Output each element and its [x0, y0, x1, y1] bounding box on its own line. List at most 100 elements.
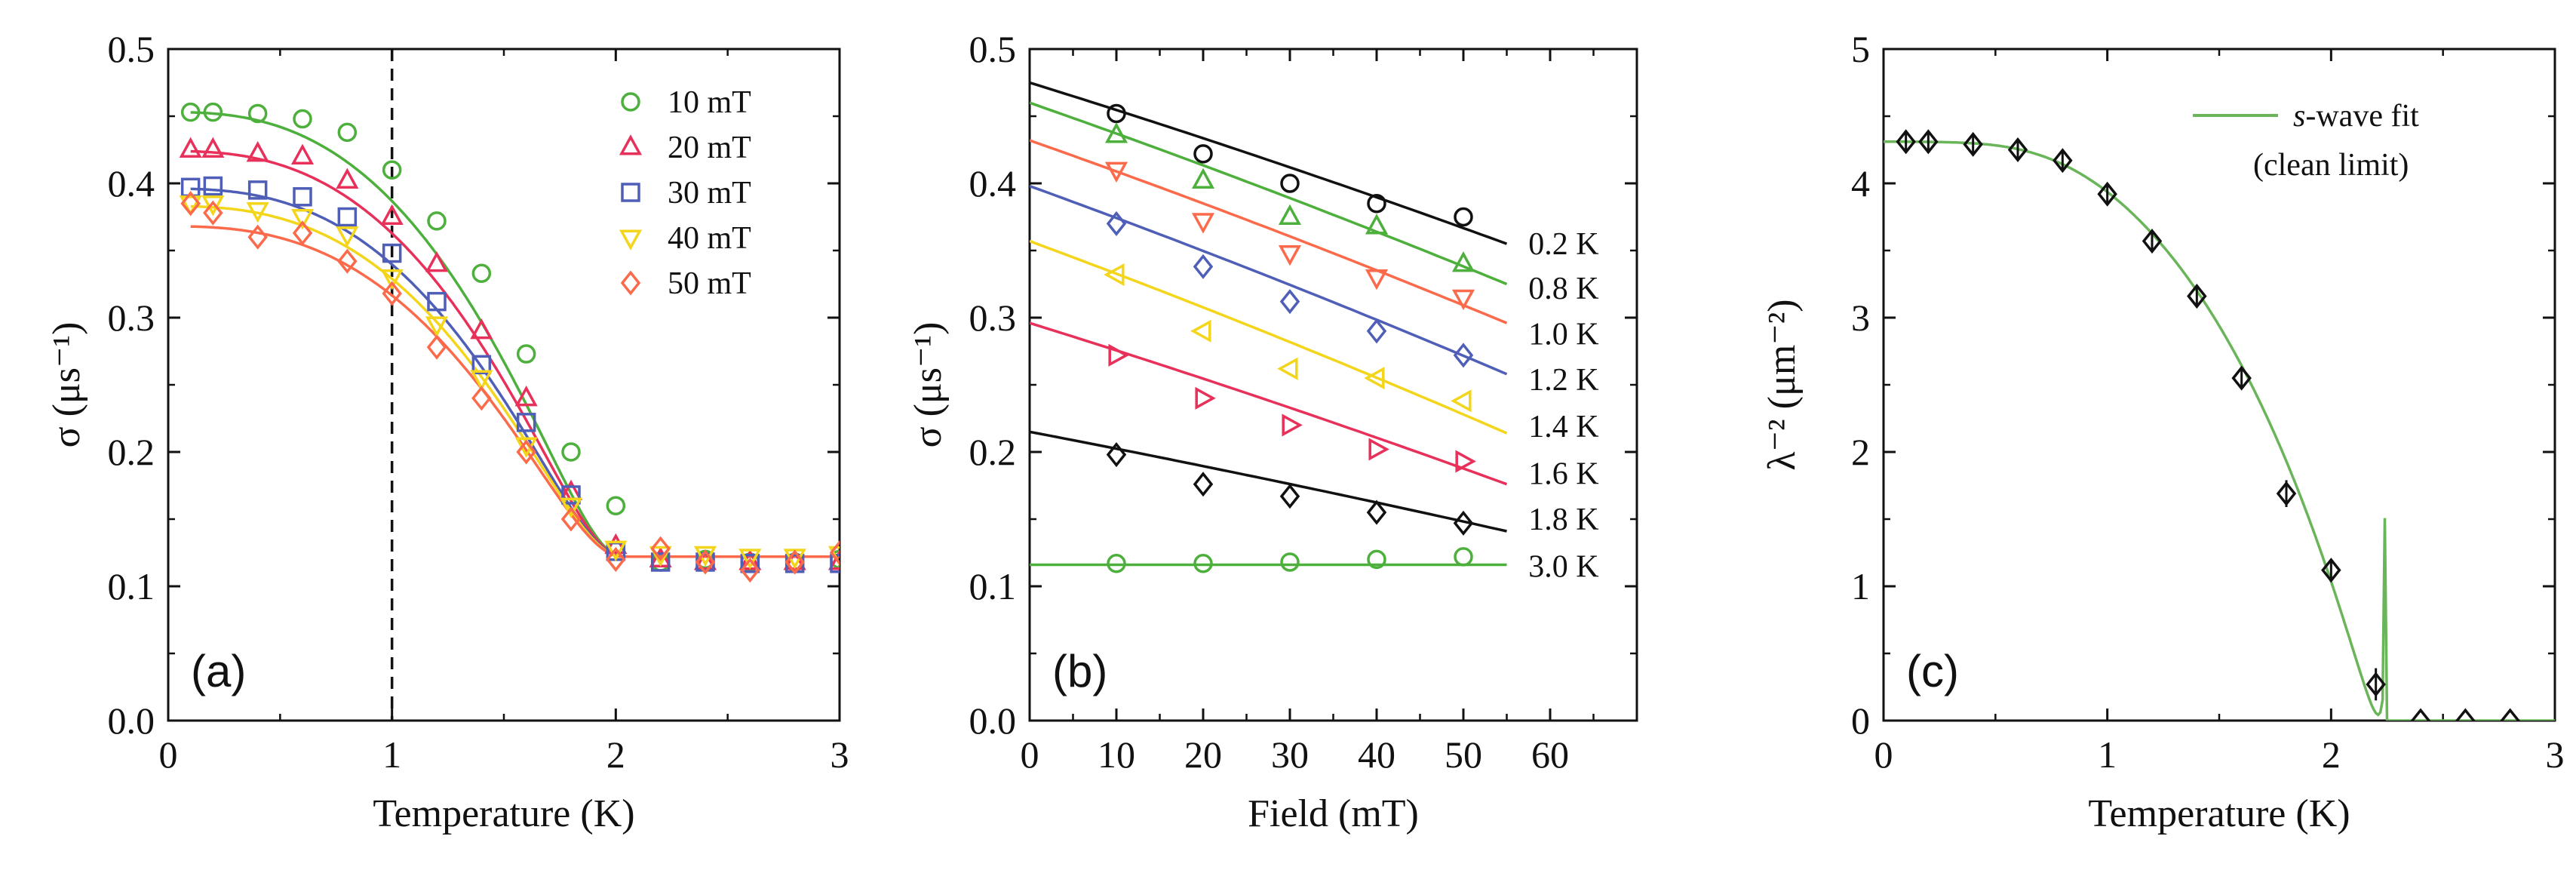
swave-fit-curve: [1884, 140, 2555, 721]
legend-label: 10 mT: [668, 85, 751, 120]
data-point: [427, 291, 447, 312]
y-tick-label: 0.2: [969, 431, 1017, 473]
data-point: [2500, 708, 2520, 721]
plot-frame: [1882, 48, 2556, 722]
data-point: [740, 553, 760, 573]
data-point: [292, 220, 313, 246]
data-point: [650, 536, 671, 561]
x-tick-label: 20: [1184, 733, 1222, 776]
data-point: [179, 195, 202, 217]
data-point: [1193, 254, 1214, 279]
x-tick-label: 50: [1445, 733, 1482, 776]
legend: s-wave fit (clean limit): [2193, 99, 2419, 183]
data-point: [2142, 228, 2163, 254]
x-axis-title: Temperature (K): [2088, 792, 2350, 835]
series-label: 1.8 K: [1528, 503, 1598, 537]
panel-label: (b): [1052, 646, 1107, 696]
series-label: 0.8 K: [1528, 272, 1598, 306]
panel-c: 0 1 2 3 0 1 2 3 4 5 Temperature (K) λ⁻² (μm⁻²) (c) s-…: [1761, 28, 2565, 835]
fit-line: [1030, 81, 1508, 245]
fit-line: [1030, 239, 1508, 435]
x-tick-label: 0: [1874, 733, 1893, 776]
data-point: [784, 549, 805, 575]
legend-label: 40 mT: [668, 221, 751, 256]
data-point: [1366, 318, 1387, 344]
data-point: [738, 549, 762, 570]
data-point: [559, 497, 583, 519]
data-point: [247, 103, 268, 124]
data-point: [2007, 137, 2028, 163]
data-point: [1108, 343, 1129, 367]
data-point: [829, 539, 840, 566]
data-point: [1455, 450, 1476, 473]
data-point: [2231, 365, 2252, 391]
data-point: [2455, 708, 2476, 721]
data-point: [2187, 283, 2207, 309]
x-tick-label: 1: [2098, 733, 2117, 776]
legend-label: 30 mT: [668, 176, 751, 211]
data-point: [649, 546, 672, 567]
data-point: [2097, 181, 2117, 207]
series-label: 1.6 K: [1528, 456, 1598, 491]
y-tick-label: 2: [1851, 431, 1870, 473]
fit-line: [1030, 430, 1507, 533]
data-point: [470, 370, 493, 391]
data-point: [337, 207, 358, 227]
data-point: [827, 549, 840, 570]
data-point: [471, 386, 492, 411]
data-point: [1454, 547, 1473, 567]
panel-label: (c): [1906, 646, 1959, 696]
data-point: [427, 211, 447, 231]
data-point: [1278, 245, 1302, 266]
series-label: 1.4 K: [1528, 410, 1598, 444]
data-point: [1191, 213, 1215, 234]
y-tick-label: 1: [1851, 565, 1870, 607]
data-point: [1277, 357, 1298, 380]
data-point: [1367, 549, 1386, 570]
data-point: [604, 540, 628, 561]
data-point: [695, 549, 716, 575]
data-point: [1963, 131, 1983, 157]
data-point: [514, 385, 538, 407]
series-label: 0.2 K: [1528, 227, 1598, 262]
legend-label-italic: s: [2293, 99, 2305, 134]
data-point: [293, 109, 312, 129]
data-point: [470, 318, 493, 340]
y-axis-title: λ⁻² (μm⁻²): [1761, 299, 1804, 470]
data-point: [516, 413, 536, 432]
legend-marker: [619, 229, 643, 251]
data-point: [247, 224, 268, 250]
data-point: [560, 506, 582, 532]
data-point: [337, 122, 358, 143]
data-point: [382, 243, 402, 263]
fit-curve: [190, 149, 840, 558]
data-point: [1454, 207, 1473, 227]
data-point: [1190, 319, 1211, 343]
data-point: [650, 552, 671, 572]
x-tick-label: 3: [2546, 733, 2565, 776]
y-tick-label: 3: [1851, 297, 1870, 339]
data-point: [382, 160, 402, 180]
data-point: [426, 334, 447, 360]
data-point: [471, 355, 492, 375]
x-tick-label: 3: [831, 733, 849, 776]
x-axis-title: Temperature (K): [373, 792, 634, 835]
y-tick-label: 0: [1851, 699, 1870, 742]
x-tick-label: 0: [159, 733, 178, 776]
data-point: [2053, 148, 2073, 174]
legend-label-line2: (clean limit): [2253, 148, 2409, 183]
data-point: [693, 549, 717, 570]
data-point: [201, 195, 225, 217]
data-point: [293, 187, 312, 207]
legend-marker: [621, 92, 640, 112]
data-point: [336, 226, 359, 247]
data-point: [1280, 174, 1300, 193]
x-tick-label: 30: [1271, 733, 1309, 776]
data-point: [425, 251, 449, 272]
data-point: [1365, 269, 1389, 290]
data-point: [606, 546, 626, 572]
data-point: [247, 180, 268, 200]
x-tick-label: 2: [2322, 733, 2341, 776]
data-point: [2321, 558, 2341, 583]
data-point: [246, 141, 269, 162]
